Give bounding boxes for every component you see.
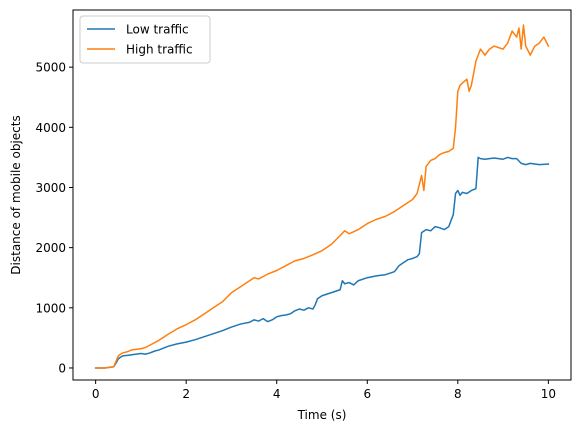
plot-frame xyxy=(72,9,572,381)
y-tick-label: 0 xyxy=(58,361,66,375)
x-axis-label: Time (s) xyxy=(297,408,347,422)
x-tick-label: 10 xyxy=(541,387,556,401)
y-tick-label: 2000 xyxy=(35,241,66,255)
y-axis: 0 1000 2000 3000 4000 5000 xyxy=(35,61,73,375)
y-tick-label: 3000 xyxy=(35,181,66,195)
x-tick-label: 6 xyxy=(363,387,371,401)
legend-label-high-traffic: High traffic xyxy=(126,43,193,57)
y-tick-label: 1000 xyxy=(35,301,66,315)
x-tick-label: 8 xyxy=(454,387,462,401)
plot-lines xyxy=(94,24,550,369)
x-tick-label: 0 xyxy=(92,387,100,401)
y-axis-label: Distance of mobile objects xyxy=(9,115,23,274)
series-line-low-traffic xyxy=(94,156,550,369)
x-axis: 0 2 4 6 8 10 xyxy=(92,380,556,401)
y-tick-label: 4000 xyxy=(35,121,66,135)
legend: Low traffic High traffic xyxy=(79,15,211,64)
series-line-high-traffic xyxy=(94,24,550,369)
y-tick-label: 5000 xyxy=(35,61,66,75)
legend-box xyxy=(79,15,211,64)
x-tick-label: 2 xyxy=(182,387,190,401)
x-tick-label: 4 xyxy=(273,387,281,401)
legend-label-low-traffic: Low traffic xyxy=(126,23,189,37)
